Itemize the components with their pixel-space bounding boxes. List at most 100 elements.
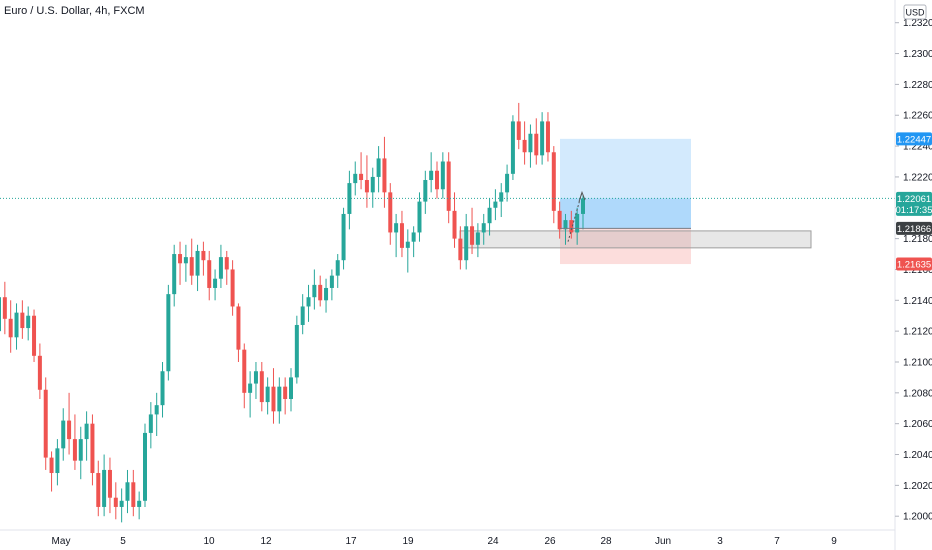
loss-zone (560, 228, 691, 265)
candle-body (55, 448, 60, 474)
candle-body (417, 201, 422, 233)
candle-body (318, 284, 323, 301)
candle-body (102, 469, 107, 507)
candle-body (78, 439, 83, 461)
candle-body (137, 500, 142, 507)
candle-body (224, 257, 229, 270)
time-tick-label: 12 (260, 536, 272, 547)
candle-body (329, 275, 334, 288)
currency-label: USD (905, 8, 925, 18)
time-tick-label: Jun (655, 536, 671, 547)
current-price-tag-label: 1.22061 (897, 194, 931, 205)
price-tick-label: 1.22400 (903, 142, 932, 153)
candle-body (294, 324, 299, 378)
price-tick-label: 1.21400 (903, 296, 932, 307)
candle-body (248, 383, 253, 393)
time-tick-label: 3 (717, 536, 723, 547)
candle-body (131, 482, 136, 507)
price-tick-label: 1.21800 (903, 234, 932, 245)
price-tick-label: 1.20600 (903, 419, 932, 430)
candle-body (534, 133, 539, 156)
candle-body (440, 161, 445, 190)
price-tick-label: 1.23000 (903, 49, 932, 60)
candle-body (207, 260, 212, 288)
price-tick-label: 1.22200 (903, 172, 932, 183)
candle-body (452, 210, 457, 239)
candle-body (394, 223, 399, 233)
candle-body (230, 269, 235, 307)
candle-body (61, 420, 66, 449)
candle-body (96, 473, 101, 507)
candle-body (271, 386, 276, 412)
candle-body (499, 192, 504, 202)
candle-body (14, 312, 19, 338)
price-tick-label: 1.21000 (903, 357, 932, 368)
candle-body (43, 389, 48, 458)
candle-body (464, 226, 469, 261)
candle-body (160, 371, 165, 406)
candle-body (429, 170, 434, 181)
candle-body (516, 121, 521, 140)
candle-body (283, 386, 288, 399)
candle-body (125, 482, 130, 501)
candle-body (487, 207, 492, 224)
price-tick-label: 1.22800 (903, 80, 932, 91)
candle-body (20, 312, 25, 329)
candle-body (399, 223, 404, 248)
candle-body (423, 180, 428, 202)
price-tick-label: 1.20400 (903, 450, 932, 461)
candle-body (405, 241, 410, 248)
stop-price-tag-box (896, 257, 932, 271)
time-tick-label: 24 (487, 536, 499, 547)
candle-body (265, 386, 270, 403)
candle-body (505, 173, 510, 193)
chart-title: Euro / U.S. Dollar, 4h, FXCM (4, 5, 145, 17)
time-tick-label: 5 (120, 536, 126, 547)
candle-body (67, 420, 72, 440)
candle-body (166, 294, 171, 372)
currency-button[interactable]: USD (903, 4, 927, 20)
candle-body (335, 260, 340, 276)
candle-body (312, 284, 317, 298)
candle-body (172, 254, 177, 295)
candle-body (481, 223, 486, 233)
support-zone (459, 230, 812, 249)
candle-body (364, 180, 369, 193)
candle-body (470, 226, 475, 245)
candle-body (359, 173, 364, 181)
candle-body (446, 161, 451, 211)
target-price-tag-box (896, 132, 932, 146)
candle-body (353, 173, 358, 184)
candle-body (411, 232, 416, 242)
candle-body (300, 306, 305, 325)
candle-body (347, 183, 352, 214)
candle-body (277, 386, 282, 412)
projection-arrow (578, 190, 586, 202)
time-axis[interactable]: May 5 10 12 17 19 24 26 28 Jun 3 7 9 (52, 536, 838, 547)
time-tick-label: May (52, 536, 71, 547)
price-tick-label: 1.21200 (903, 327, 932, 338)
current-price-tag-box (896, 191, 932, 216)
candle-body (341, 213, 346, 261)
candle-body (493, 201, 498, 208)
candle-body (90, 423, 95, 474)
candle-body (382, 158, 387, 193)
candle-body (195, 250, 200, 276)
candle-body (388, 192, 393, 233)
time-tick-label: 7 (774, 536, 780, 547)
candle-body (306, 297, 311, 307)
candle-body (154, 405, 159, 415)
entry-price-tag-box (896, 221, 932, 235)
candle-body (72, 439, 77, 461)
candle-body (201, 250, 206, 261)
candle-body (545, 121, 550, 153)
candle-body (218, 257, 223, 279)
zones-layer (459, 138, 812, 265)
candle-body (84, 423, 89, 440)
price-tick-label: 1.22600 (903, 111, 932, 122)
stop-price-tag-label: 1.21635 (897, 260, 931, 271)
projection-path (567, 192, 583, 242)
candle-body (540, 121, 545, 156)
